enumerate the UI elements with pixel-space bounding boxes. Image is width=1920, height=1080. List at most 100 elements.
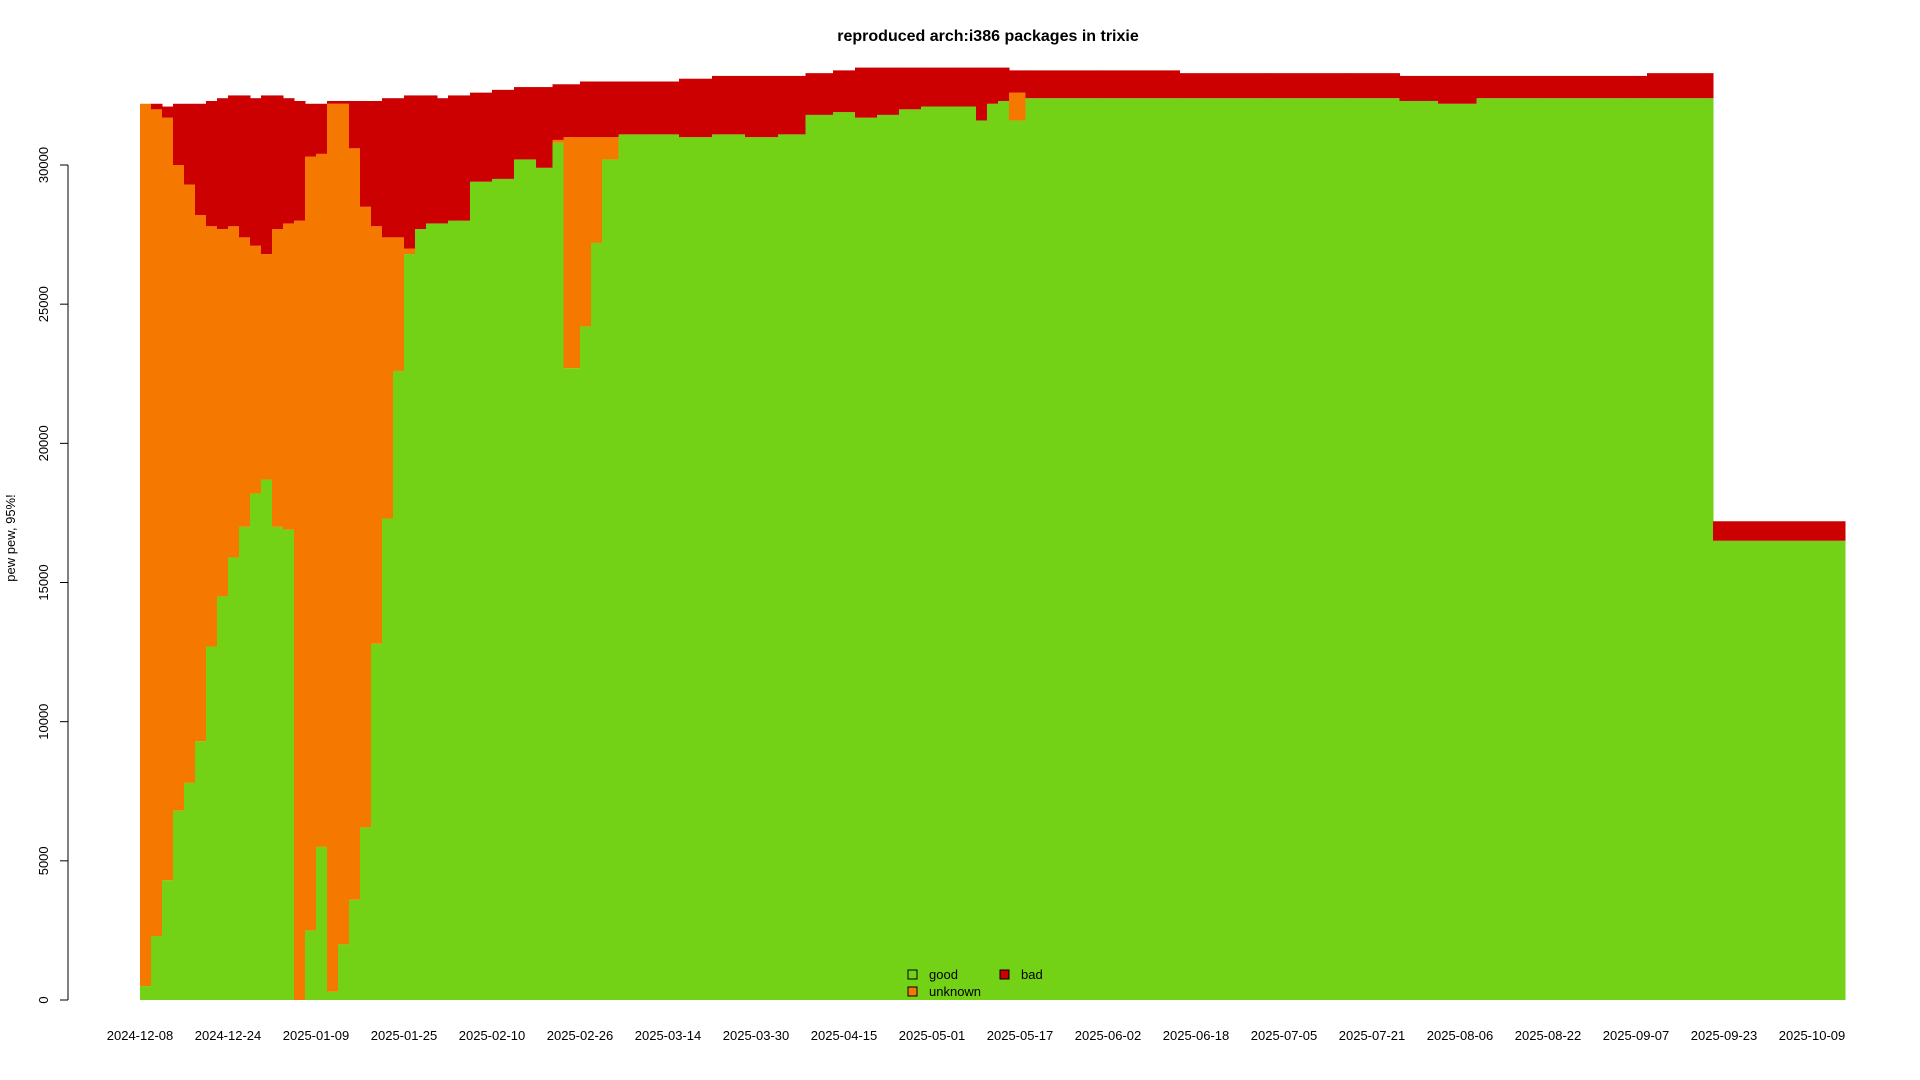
bar-segment-unknown (305, 156, 317, 931)
x-tick-label: 2024-12-24 (195, 1028, 262, 1043)
bar-segment-bad (437, 98, 449, 224)
bar-segment-unknown (206, 226, 218, 647)
bar-segment-unknown (217, 229, 229, 597)
bar-segment-good (514, 159, 537, 1000)
bar-segment-good (1344, 98, 1400, 1000)
bar-segment-good (272, 526, 284, 1000)
bar-segment-good (415, 229, 427, 1000)
bar-segment-bad (492, 89, 515, 179)
bar-segment-good (778, 134, 806, 1000)
x-tick-label: 2025-03-30 (723, 1028, 790, 1043)
bar-segment-bad (998, 67, 1010, 101)
bar-segment-good (877, 114, 900, 1000)
bar-segment-unknown (591, 137, 603, 243)
bar-segment-good (1630, 98, 1648, 1000)
bar-segment-good (954, 106, 977, 1001)
bar-segment-good (1399, 100, 1439, 1001)
legend-label-bad: bad (1021, 967, 1043, 982)
bar-segment-bad (1476, 75, 1543, 99)
bar-segment-bad (316, 103, 328, 154)
y-tick-label: 30000 (36, 147, 51, 183)
bar-segment-good (173, 810, 185, 1000)
bar-segment-good (140, 986, 152, 1000)
bar-segment-bad (151, 103, 163, 110)
bar-segment-bad (1647, 73, 1708, 99)
bar-segment-unknown (552, 139, 564, 143)
bar-segment-good (1102, 98, 1180, 1000)
bar-segment-good (437, 223, 449, 1000)
x-tick-label: 2025-09-23 (1691, 1028, 1758, 1043)
bar-segment-unknown (563, 137, 581, 369)
bar-segment-good (1438, 103, 1477, 1000)
bar-segment-good (382, 518, 394, 1000)
bar-segment-good (563, 368, 581, 1000)
bar-segment-unknown (338, 103, 350, 945)
bar-segment-bad (294, 100, 306, 221)
bar-segment-bad (217, 98, 229, 230)
bar-segment-good (305, 930, 317, 1000)
bar-segment-bad (679, 78, 713, 138)
bar-segment-unknown (580, 137, 592, 327)
x-tick-label: 2025-01-25 (371, 1028, 438, 1043)
bar-segment-good (833, 112, 856, 1001)
bar-segment-bad (778, 75, 806, 135)
bar-segment-bad (1707, 73, 1714, 99)
bar-segment-unknown (228, 226, 240, 558)
bar-segment-good (162, 880, 174, 1000)
bar-segment-unknown (294, 220, 306, 1001)
bar-segment-good (805, 114, 834, 1000)
bar-segment-unknown (349, 148, 361, 900)
bar-segment-bad (448, 95, 471, 221)
bar-segment-bad (162, 106, 174, 118)
bar-segment-good (393, 370, 405, 1001)
bar-segment-bad (646, 81, 680, 135)
bar-segment-good (327, 991, 339, 1000)
bar-segment-good (206, 646, 218, 1000)
bar-segment-bad (833, 70, 856, 113)
x-tick-label: 2025-04-15 (811, 1028, 878, 1043)
bar-segment-unknown (162, 117, 174, 881)
legend-swatch-bad (999, 969, 1010, 980)
bar-segment-bad (805, 73, 834, 115)
bar-segment-bad (1344, 73, 1400, 99)
x-tick-label: 2025-10-09 (1779, 1028, 1846, 1043)
x-tick-label: 2025-09-07 (1603, 1028, 1670, 1043)
bar-segment-bad (184, 103, 196, 185)
bar-segment-unknown (283, 223, 295, 530)
y-tick-label: 15000 (36, 564, 51, 600)
bar-segment-good (470, 181, 493, 1000)
bar-segment-bad (954, 67, 977, 107)
bar-segment-bad (228, 95, 240, 227)
bar-segment-unknown (151, 109, 163, 936)
bar-segment-bad (393, 98, 405, 238)
bar-segment-good (745, 137, 779, 1001)
bar-segment-good (1025, 98, 1103, 1000)
bar-segment-bad (976, 67, 988, 121)
bar-segment-good (1009, 120, 1026, 1001)
bar-segment-unknown (602, 137, 619, 160)
bar-segment-good (283, 529, 295, 1000)
bar-segment-bad (206, 100, 218, 227)
chart-title: reproduced arch:i386 packages in trixie (837, 28, 1139, 45)
x-tick-label: 2025-03-14 (635, 1028, 702, 1043)
bar-segment-bad (382, 98, 394, 238)
bar-segment-bad (602, 81, 619, 138)
y-tick-label: 10000 (36, 704, 51, 740)
x-tick-label: 2025-02-26 (547, 1028, 614, 1043)
bar-segment-good (250, 493, 262, 1000)
bar-segment-bad (261, 95, 273, 255)
bar-segment-good (371, 643, 383, 1000)
bar-segment-good (1707, 98, 1714, 1000)
bar-segment-bad (1630, 75, 1648, 99)
x-tick-label: 2024-12-08 (107, 1028, 174, 1043)
bars-group (140, 67, 1846, 1001)
y-tick-label: 0 (36, 996, 51, 1003)
bar-segment-bad (1267, 73, 1345, 99)
bar-segment-good (338, 944, 350, 1000)
x-tick-label: 2025-08-22 (1515, 1028, 1582, 1043)
bar-segment-unknown (272, 229, 284, 527)
bar-segment-good (349, 899, 361, 1000)
bar-segment-good (1179, 98, 1268, 1000)
bar-segment-bad (987, 67, 999, 104)
y-tick-label: 5000 (36, 846, 51, 875)
